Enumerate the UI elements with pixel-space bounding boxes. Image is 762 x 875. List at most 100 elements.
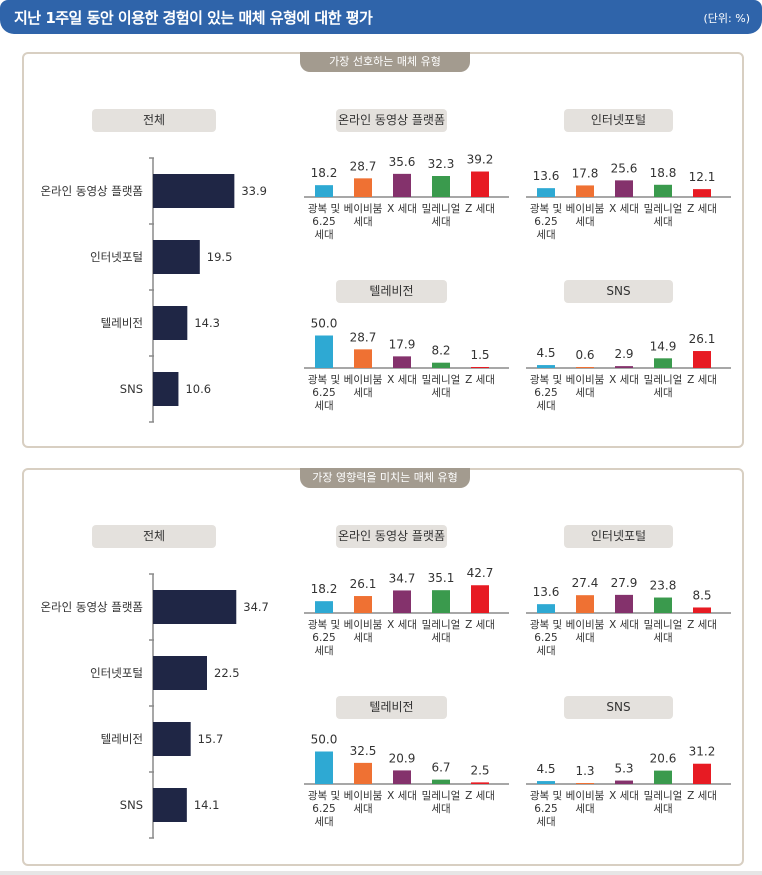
x-tick-label: 세대: [431, 803, 450, 815]
x-tick-label: X 세대: [387, 203, 417, 215]
data-label: 27.9: [611, 576, 638, 590]
page-title: 지난 1주일 동안 이용한 경험이 있는 매체 유형에 대한 평가: [14, 9, 373, 27]
bar-online-gen-x: [393, 173, 411, 197]
data-label: 14.9: [650, 339, 677, 353]
data-label: 18.8: [650, 166, 677, 180]
data-label: 12.1: [689, 170, 716, 184]
data-label: 18.2: [311, 166, 338, 180]
bar-sns-gen-silent: [537, 781, 555, 784]
data-label: 39.2: [467, 153, 494, 167]
x-tick-label: 밀레니얼: [422, 374, 461, 386]
overall-category-label: SNS: [120, 798, 143, 812]
x-tick-label: 베이비붐: [566, 374, 605, 386]
bar-online-gen-z: [471, 171, 489, 197]
data-label: 13.6: [533, 585, 560, 599]
overall-bar-sns: [153, 372, 179, 406]
x-tick-label: 세대: [653, 216, 672, 228]
bar-tv-gen-boomer: [354, 762, 372, 784]
unit-label: (단위: %): [703, 12, 750, 25]
bar-online-gen-z: [471, 585, 489, 613]
overall-bar-online-video: [153, 174, 235, 208]
x-tick-label: 베이비붐: [566, 790, 605, 802]
overall-value-label: 33.9: [241, 184, 267, 198]
bar-portal-gen-millennial: [654, 184, 672, 197]
data-label: 6.7: [431, 761, 450, 775]
data-label: 4.5: [536, 346, 555, 360]
x-tick-label: 세대: [653, 803, 672, 815]
data-label: 26.1: [350, 577, 377, 591]
data-label: 13.6: [533, 169, 560, 183]
x-tick-label: 세대: [431, 632, 450, 644]
sub-title-sns: SNS: [564, 696, 673, 719]
bar-sns-gen-x: [615, 780, 633, 784]
page-header: 지난 1주일 동안 이용한 경험이 있는 매체 유형에 대한 평가 (단위: %…: [0, 0, 762, 34]
data-label: 4.5: [536, 762, 555, 776]
data-label: 8.2: [431, 344, 450, 358]
section-title: 가장 영향력을 미치는 매체 유형: [300, 468, 470, 488]
data-label: 20.9: [389, 751, 416, 765]
x-tick-label: 세대: [536, 645, 555, 657]
x-tick-label: 세대: [536, 816, 555, 828]
data-label: 32.3: [428, 157, 455, 171]
bar-online-gen-boomer: [354, 178, 372, 197]
bar-tv-gen-millennial: [432, 362, 450, 368]
x-tick-label: 광복 및: [530, 203, 562, 215]
overall-category-label: 온라인 동영상 플랫폼: [40, 600, 143, 614]
x-tick-label: 세대: [353, 632, 372, 644]
x-tick-label: 세대: [314, 229, 333, 241]
x-tick-label: Z 세대: [687, 790, 717, 802]
overall-category-label: 텔레비전: [101, 732, 143, 746]
data-label: 31.2: [689, 745, 716, 759]
sub-title-online: 온라인 동영상 플랫폼: [336, 109, 447, 132]
x-tick-label: 세대: [431, 387, 450, 399]
overall-category-label: 인터넷포털: [90, 666, 143, 680]
bar-sns-gen-z: [693, 763, 711, 784]
bar-portal-gen-x: [615, 180, 633, 197]
x-tick-label: 세대: [575, 803, 594, 815]
overall-value-label: 22.5: [214, 666, 240, 680]
bar-sns-gen-millennial: [654, 770, 672, 784]
bar-tv-gen-silent: [315, 751, 333, 784]
x-tick-label: 세대: [653, 387, 672, 399]
data-label: 42.7: [467, 566, 494, 580]
overall-value-label: 14.3: [194, 316, 220, 330]
sub-title-portal: 인터넷포털: [564, 109, 673, 132]
sub-title-online: 온라인 동영상 플랫폼: [336, 525, 447, 548]
x-tick-label: 세대: [536, 400, 555, 412]
sub-title-sns: SNS: [564, 280, 673, 303]
bar-tv-gen-z: [471, 367, 489, 368]
x-tick-label: 밀레니얼: [644, 619, 683, 631]
x-tick-label: X 세대: [609, 619, 639, 631]
bar-online-gen-boomer: [354, 596, 372, 613]
x-tick-label: 세대: [314, 645, 333, 657]
x-tick-label: 6.25: [312, 216, 335, 228]
bar-tv-gen-x: [393, 770, 411, 784]
x-tick-label: 세대: [353, 216, 372, 228]
bar-portal-gen-boomer: [576, 595, 594, 613]
x-tick-label: 6.25: [534, 632, 557, 644]
chart-svg-influential: 온라인 동영상 플랫폼 34.7 인터넷포털 22.5 텔레비전 15.7 SNS 14.1 1…: [40, 566, 731, 839]
overall-title: 전체: [92, 109, 216, 132]
sub-title-tv: 텔레비전: [336, 280, 447, 303]
overall-value-label: 15.7: [198, 732, 224, 746]
overall-bar-tv: [153, 722, 191, 756]
bar-online-gen-silent: [315, 601, 333, 613]
x-tick-label: Z 세대: [687, 619, 717, 631]
x-tick-label: 베이비붐: [344, 203, 383, 215]
data-label: 35.1: [428, 571, 455, 585]
bar-online-gen-x: [393, 590, 411, 613]
overall-value-label: 14.1: [194, 798, 220, 812]
data-label: 1.3: [575, 764, 594, 778]
bar-tv-gen-z: [471, 782, 489, 784]
x-tick-label: 6.25: [534, 216, 557, 228]
data-label: 23.8: [650, 579, 677, 593]
data-label: 35.6: [389, 155, 416, 169]
bar-tv-gen-millennial: [432, 779, 450, 784]
x-tick-label: 베이비붐: [344, 790, 383, 802]
x-tick-label: 광복 및: [308, 619, 340, 631]
section-title: 가장 선호하는 매체 유형: [300, 52, 470, 72]
x-tick-label: 6.25: [312, 632, 335, 644]
data-label: 50.0: [311, 733, 338, 747]
x-tick-label: 6.25: [534, 387, 557, 399]
x-tick-label: 세대: [314, 400, 333, 412]
